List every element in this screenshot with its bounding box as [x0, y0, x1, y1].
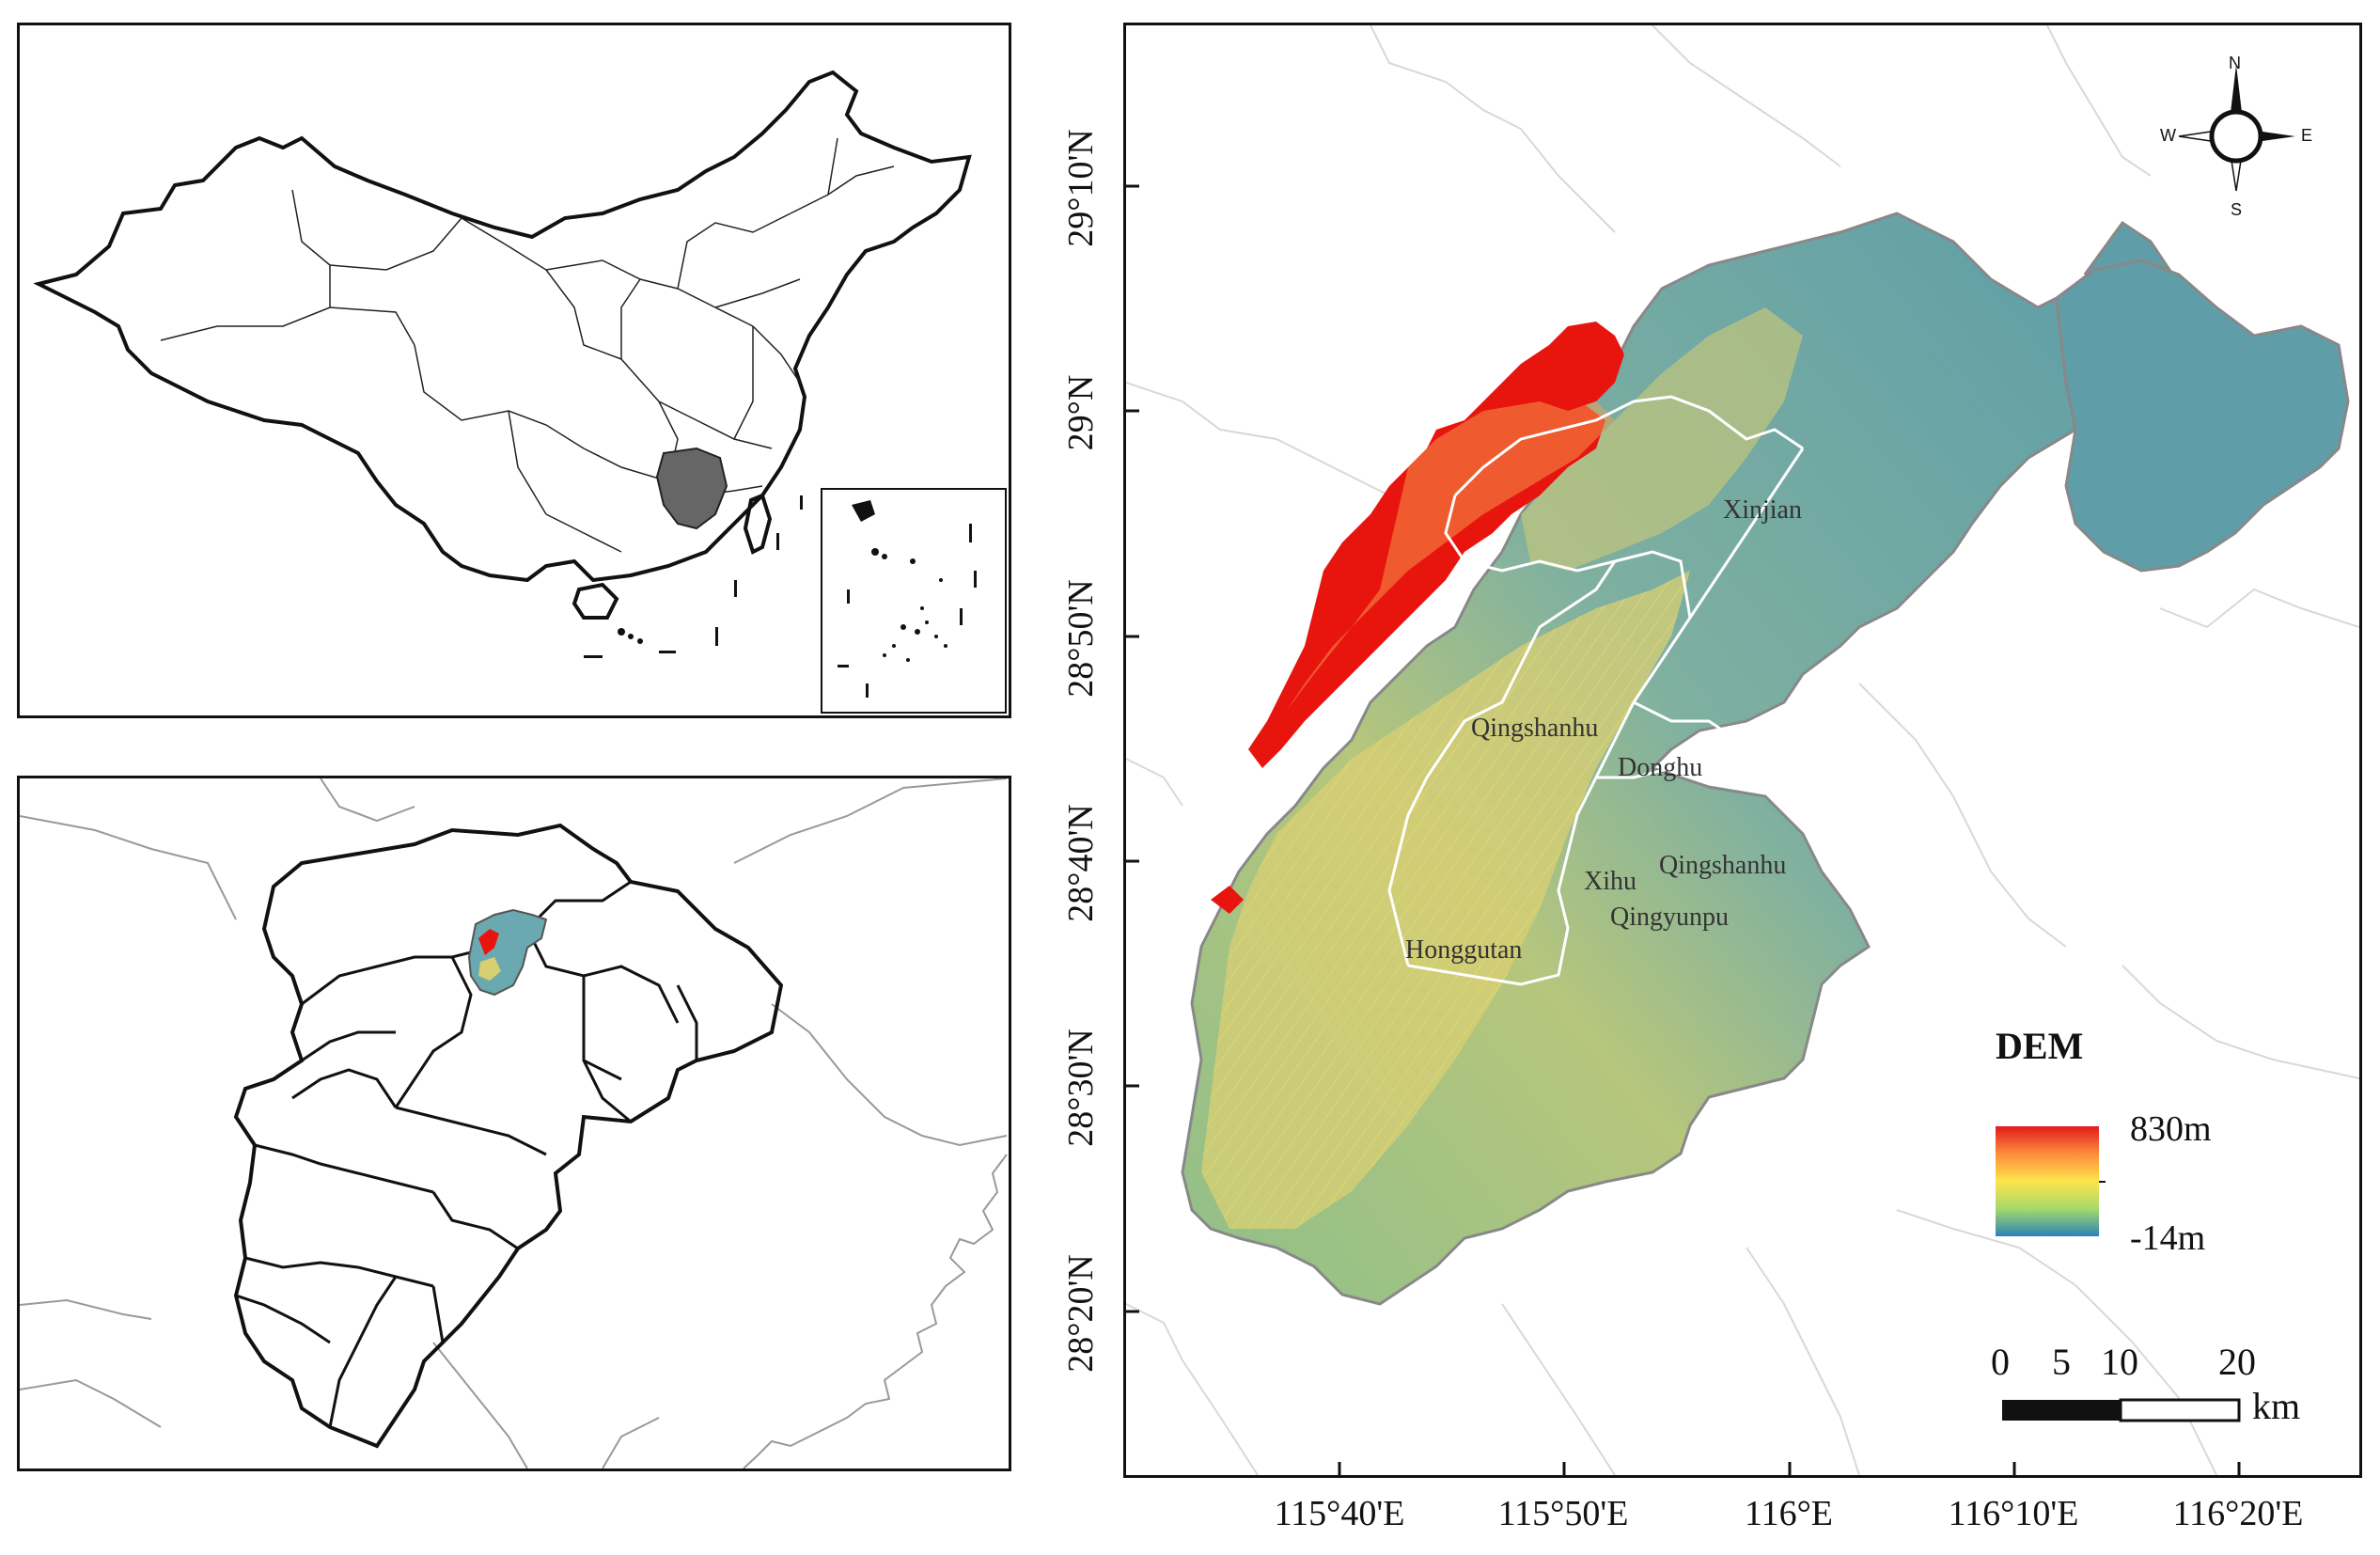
district-label-honggutan: Honggutan	[1405, 935, 1523, 965]
neighbor-province-boundaries	[20, 778, 1008, 1469]
compass-s-label: S	[2231, 200, 2243, 219]
compass-n-label: N	[2229, 54, 2241, 72]
legend-min-label: -14m	[2130, 1218, 2206, 1258]
jiangxi-province-map	[17, 776, 1011, 1471]
dem-high-fringe	[1286, 401, 1615, 712]
lat-label-29-10: 29°10'N	[1061, 129, 1101, 247]
legend-max-label: 830m	[2130, 1109, 2212, 1149]
nanchang-study-area-mini	[467, 908, 548, 997]
coastline	[743, 1154, 1008, 1469]
lat-label-28-20: 28°20'N	[1061, 1254, 1101, 1373]
lon-label-116: 116°E	[1745, 1494, 1833, 1533]
lon-ticks	[1338, 1462, 2241, 1475]
nanchang-east-lobe	[2055, 259, 2350, 573]
lat-label-28-30: 28°30'N	[1061, 1029, 1101, 1147]
lat-ticks	[1126, 184, 1139, 1313]
jiangxi-province-highlight	[655, 447, 728, 530]
lat-label-28-50: 28°50'N	[1061, 579, 1101, 698]
china-overview-map	[17, 23, 1011, 718]
scale-tick-10: 10	[2101, 1341, 2138, 1383]
district-label-xinjian: Xinjian	[1723, 495, 1802, 525]
lon-label-116-10: 116°10'E	[1948, 1494, 2079, 1533]
legend-title: DEM	[1996, 1025, 2084, 1067]
background-boundaries	[1126, 25, 2359, 1475]
south-china-sea-inset	[821, 488, 1007, 714]
nanchang-mid-mini	[478, 957, 501, 981]
jiangxi-boundary	[233, 823, 784, 1449]
district-label-xihu: Xihu	[1584, 867, 1636, 896]
dem-legend-ramp	[1996, 1126, 2099, 1236]
china-national-boundary	[33, 70, 972, 583]
lon-label-116-20: 116°20'E	[2172, 1494, 2304, 1533]
scale-tick-20: 20	[2218, 1341, 2256, 1383]
north-arrow-compass	[2178, 65, 2295, 192]
nanchang-dem-map: N S W E Xinjian Qingshanhu Donghu Xihu Q…	[1123, 23, 2362, 1478]
district-label-qingshanhu-north: Qingshanhu	[1471, 714, 1599, 743]
coastal-islands	[584, 495, 803, 658]
dem-ridge-texture	[1201, 571, 1690, 1229]
district-label-donghu: Donghu	[1618, 753, 1703, 782]
province-boundaries	[160, 137, 895, 553]
lon-label-115-40: 115°40'E	[1274, 1494, 1405, 1533]
district-label-qingyunpu: Qingyunpu	[1610, 903, 1729, 932]
compass-w-label: W	[2160, 126, 2176, 145]
dem-svg	[1126, 25, 2359, 1475]
china-outline-svg	[33, 70, 1007, 714]
compass-e-label: E	[2301, 126, 2313, 145]
scale-tick-5: 5	[2052, 1341, 2071, 1383]
district-label-qingshanhu-south: Qingshanhu	[1659, 851, 1787, 880]
prefecture-boundaries	[235, 880, 698, 1428]
lat-label-29: 29°N	[1061, 374, 1101, 451]
hainan-island	[572, 582, 619, 620]
district-boundaries	[1387, 395, 1805, 986]
scale-tick-0: 0	[1991, 1341, 2010, 1383]
inset-islands	[838, 500, 977, 698]
nanchang-northeast-bump	[2083, 220, 2173, 276]
jiangxi-svg	[20, 778, 1008, 1469]
dem-high-spot	[1211, 886, 1244, 914]
dem-upper-yellow-band	[1521, 307, 1803, 571]
lat-label-28-40: 28°40'N	[1061, 804, 1101, 922]
scale-bar	[2002, 1398, 2241, 1422]
nanchang-highland-mini	[478, 929, 499, 955]
scale-unit: km	[2252, 1385, 2301, 1427]
lon-label-115-50: 115°50'E	[1497, 1494, 1629, 1533]
taiwan-island	[743, 493, 773, 555]
dem-high-elevation-east	[1521, 322, 1624, 411]
